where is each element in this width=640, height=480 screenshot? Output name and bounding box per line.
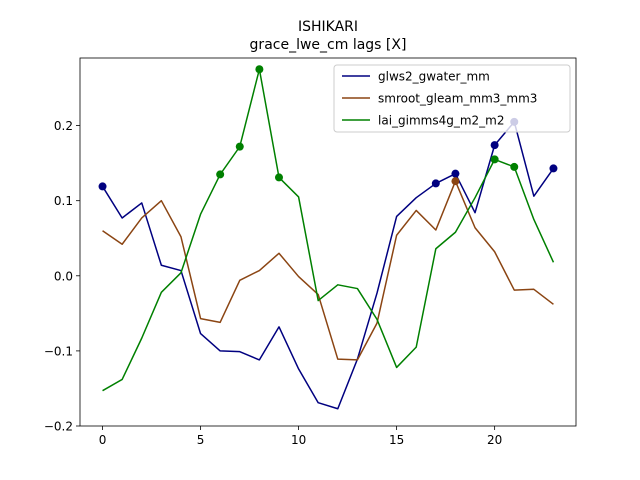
series-line-smroot-gleam-mm3-mm3 bbox=[102, 180, 554, 361]
x-tick-label: 0 bbox=[99, 433, 107, 447]
y-tick-label: −0.1 bbox=[44, 344, 73, 358]
series-line-glws2-gwater-mm bbox=[101, 121, 555, 410]
y-tick-label: 0.2 bbox=[54, 119, 73, 133]
legend-label-glws2-gwater-mm: glws2_gwater_mm bbox=[378, 70, 490, 84]
x-tick-label: 20 bbox=[487, 433, 502, 447]
x-tick-label: 15 bbox=[389, 433, 404, 447]
data-point-lai-gimms4g-m2-m2 bbox=[274, 173, 283, 182]
plot-frame bbox=[79, 57, 577, 427]
x-tick-label: 5 bbox=[197, 433, 205, 447]
data-point-lai-gimms4g-m2-m2 bbox=[510, 162, 519, 171]
y-tick-label: −0.2 bbox=[44, 420, 73, 434]
y-tick-label: 0.0 bbox=[54, 269, 73, 283]
data-point-lai-gimms4g-m2-m2 bbox=[255, 65, 264, 74]
data-point-glws2-gwater-mm bbox=[490, 141, 499, 150]
data-point-glws2-gwater-mm bbox=[431, 179, 440, 188]
y-tick-label: 0.1 bbox=[54, 194, 73, 208]
axis-ticks: 0 5 10 15 20 −0.2 −0.1 0.0 0.1 0.2 bbox=[44, 119, 502, 447]
chart-title: ISHIKARI bbox=[298, 19, 358, 35]
x-tick-label: 10 bbox=[291, 433, 306, 447]
legend-box bbox=[333, 64, 571, 133]
legend: glws2_gwater_mm smroot_gleam_mm3_mm3 lai_g… bbox=[333, 64, 571, 133]
data-point-lai-gimms4g-m2-m2 bbox=[490, 155, 499, 164]
chart-subtitle: grace_lwe_cm lags [X] bbox=[250, 37, 407, 53]
data-point-glws2-gwater-mm bbox=[451, 169, 460, 178]
legend-label-lai-gimms4g-m2-m2: lai_gimms4g_m2_m2 bbox=[378, 114, 505, 128]
data-point-glws2-gwater-mm bbox=[549, 164, 558, 173]
data-point-lai-gimms4g-m2-m2 bbox=[216, 170, 225, 179]
data-point-smroot-gleam-mm3-mm3 bbox=[451, 177, 460, 186]
series-line-lai-gimms4g-m2-m2 bbox=[102, 68, 555, 392]
legend-label-smroot-gleam-mm3-mm3: smroot_gleam_mm3_mm3 bbox=[378, 92, 537, 106]
data-point-lai-gimms4g-m2-m2 bbox=[235, 142, 244, 151]
data-point-glws2-gwater-mm bbox=[98, 182, 107, 191]
